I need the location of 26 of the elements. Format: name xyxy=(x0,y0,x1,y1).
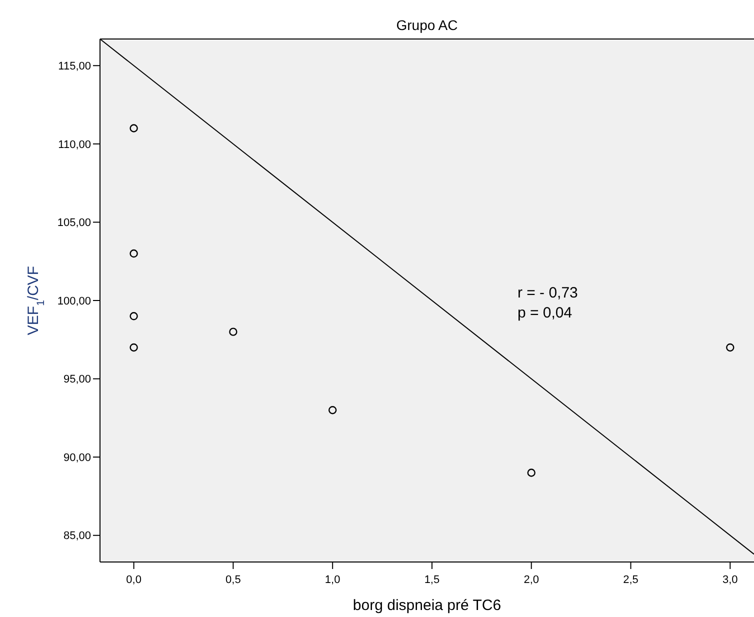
y-tick-label: 90,00 xyxy=(63,452,91,464)
x-axis-title: borg dispneia pré TC6 xyxy=(352,597,502,614)
point xyxy=(328,406,337,414)
y-tick-label: 105,00 xyxy=(57,217,91,230)
annotation: r = - 0,73 xyxy=(517,284,578,302)
y-tick-label: 85,00 xyxy=(63,530,91,542)
y-tick-label: 110,00 xyxy=(58,138,91,151)
chart-title: Grupo AC xyxy=(396,17,458,33)
point xyxy=(229,328,238,336)
point xyxy=(130,249,138,258)
x-tick-label: 3,0 xyxy=(722,574,738,586)
x-tick-label: 0,0 xyxy=(126,574,142,586)
y-tick-label: 115,00 xyxy=(58,60,91,72)
x-tick-label: 2,5 xyxy=(623,574,638,586)
x-tick-label: 1,0 xyxy=(324,574,340,586)
point xyxy=(130,343,138,352)
x-tick-label: 2,0 xyxy=(524,574,540,586)
point xyxy=(130,124,138,132)
y-tick-label: 100,00 xyxy=(57,295,91,308)
annotation: p = 0,04 xyxy=(517,304,572,322)
x-tick-label: 0,5 xyxy=(226,574,241,586)
point xyxy=(527,468,536,477)
x-tick-label: 1,5 xyxy=(424,574,440,586)
y-tick-label: 95,00 xyxy=(63,374,91,386)
point xyxy=(726,343,734,352)
point xyxy=(130,312,138,320)
